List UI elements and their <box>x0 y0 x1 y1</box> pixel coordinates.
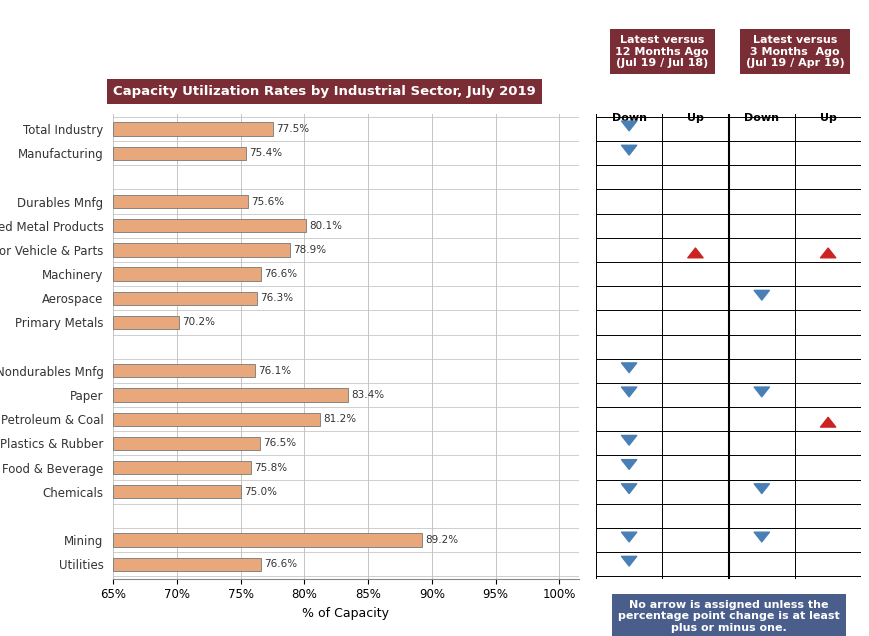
Text: Down: Down <box>744 113 779 123</box>
Text: 76.5%: 76.5% <box>262 438 295 448</box>
Bar <box>113 122 272 135</box>
Bar <box>113 485 241 499</box>
Text: 75.4%: 75.4% <box>249 148 282 158</box>
Text: 83.4%: 83.4% <box>350 390 383 400</box>
Text: Latest versus
3 Months  Ago
(Jul 19 / Apr 19): Latest versus 3 Months Ago (Jul 19 / Apr… <box>745 35 844 68</box>
Bar <box>113 558 261 571</box>
Text: 70.2%: 70.2% <box>182 317 216 328</box>
Text: 78.9%: 78.9% <box>293 245 326 255</box>
Bar <box>113 461 250 474</box>
Text: Up: Up <box>687 113 703 123</box>
Text: 75.8%: 75.8% <box>254 462 287 473</box>
Text: No arrow is assigned unless the
percentage point change is at least
plus or minu: No arrow is assigned unless the percenta… <box>617 600 839 633</box>
Text: 76.3%: 76.3% <box>260 293 293 303</box>
Bar <box>113 316 179 329</box>
Text: Capacity Utilization Rates by Industrial Sector, July 2019: Capacity Utilization Rates by Industrial… <box>113 85 535 97</box>
X-axis label: % of Capacity: % of Capacity <box>302 607 389 620</box>
Text: 77.5%: 77.5% <box>275 124 308 134</box>
Bar <box>113 413 319 426</box>
Text: 76.1%: 76.1% <box>257 366 290 376</box>
Bar <box>113 389 348 401</box>
Text: Up: Up <box>819 113 836 123</box>
Text: Down: Down <box>611 113 646 123</box>
Text: Latest versus
12 Months Ago
(Jul 19 / Jul 18): Latest versus 12 Months Ago (Jul 19 / Ju… <box>614 35 708 68</box>
Bar <box>113 146 245 160</box>
Text: 81.2%: 81.2% <box>322 414 355 424</box>
Bar <box>113 534 421 547</box>
Bar <box>113 437 260 450</box>
Bar <box>113 219 305 232</box>
Text: 89.2%: 89.2% <box>424 535 457 545</box>
Text: 80.1%: 80.1% <box>308 221 342 231</box>
Bar <box>113 292 257 305</box>
Text: 76.6%: 76.6% <box>264 269 297 279</box>
Bar <box>113 364 255 377</box>
Text: 75.0%: 75.0% <box>243 487 276 497</box>
Bar <box>113 195 248 208</box>
Text: 76.6%: 76.6% <box>264 559 297 569</box>
Text: 75.6%: 75.6% <box>251 197 284 207</box>
Bar <box>113 243 290 256</box>
Bar <box>113 267 261 280</box>
